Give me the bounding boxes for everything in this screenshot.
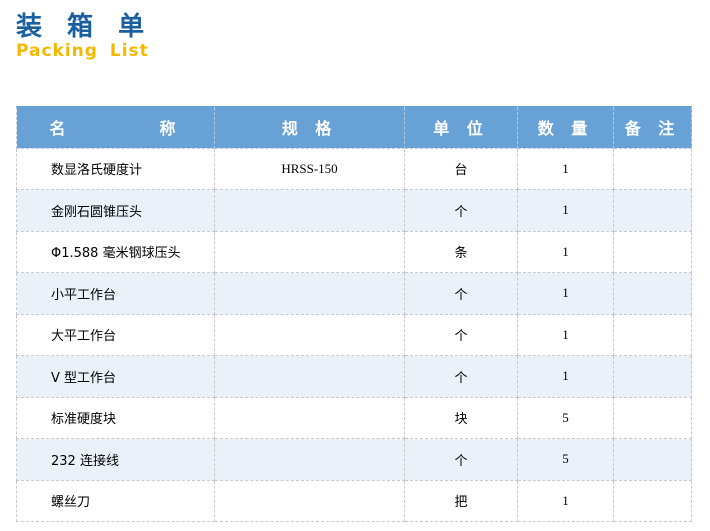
table-row: 小平工作台 个 1 [16, 272, 692, 315]
cell-note [613, 396, 692, 439]
cell-note [613, 355, 692, 398]
packing-list-table: 名 称 规 格 单 位 数 量 备 注 数显洛氏硬度计 HRSS-150 台 1 金刚石… [16, 106, 692, 522]
cell-spec [214, 272, 405, 315]
table-row: 金刚石圆锥压头 个 1 [16, 189, 692, 232]
cell-unit: 个 [404, 313, 518, 356]
column-header-name: 名 称 [16, 106, 215, 149]
cell-note [613, 313, 692, 356]
table-row: 标准硬度块 块 5 [16, 396, 692, 439]
cell-unit: 条 [404, 230, 518, 273]
cell-name: 金刚石圆锥压头 [16, 189, 215, 232]
cell-qty: 1 [517, 355, 614, 398]
cell-qty: 5 [517, 396, 614, 439]
cell-note [613, 479, 692, 522]
cell-name: 232 连接线 [16, 438, 215, 481]
cell-qty: 1 [517, 272, 614, 315]
cell-name: 螺丝刀 [16, 479, 215, 522]
table-row: 数显洛氏硬度计 HRSS-150 台 1 [16, 147, 692, 190]
cell-qty: 1 [517, 189, 614, 232]
cell-unit: 个 [404, 189, 518, 232]
column-header-spec: 规 格 [214, 106, 405, 149]
cell-qty: 5 [517, 438, 614, 481]
cell-unit: 个 [404, 272, 518, 315]
cell-note [613, 438, 692, 481]
cell-spec [214, 189, 405, 232]
cell-unit: 块 [404, 396, 518, 439]
page-subtitle: Packing List [16, 41, 149, 61]
cell-spec [214, 479, 405, 522]
cell-qty: 1 [517, 147, 614, 190]
cell-note [613, 147, 692, 190]
table-row: 螺丝刀 把 1 [16, 479, 692, 522]
cell-name: 小平工作台 [16, 272, 215, 315]
cell-name: V 型工作台 [16, 355, 215, 398]
cell-name: 数显洛氏硬度计 [16, 147, 215, 190]
cell-unit: 个 [404, 355, 518, 398]
cell-qty: 1 [517, 230, 614, 273]
table-row: 大平工作台 个 1 [16, 313, 692, 356]
cell-name: Φ1.588 毫米钢球压头 [16, 230, 215, 273]
cell-unit: 个 [404, 438, 518, 481]
cell-note [613, 230, 692, 273]
cell-spec [214, 396, 405, 439]
cell-name: 大平工作台 [16, 313, 215, 356]
cell-spec [214, 230, 405, 273]
column-header-unit: 单 位 [404, 106, 518, 149]
cell-note [613, 272, 692, 315]
header-row: 名 称 规 格 单 位 数 量 备 注 [16, 106, 692, 149]
cell-spec [214, 438, 405, 481]
cell-unit: 台 [404, 147, 518, 190]
cell-qty: 1 [517, 479, 614, 522]
table-row: V 型工作台 个 1 [16, 355, 692, 398]
column-header-qty: 数 量 [517, 106, 614, 149]
column-header-note: 备 注 [613, 106, 692, 149]
table-row: 232 连接线 个 5 [16, 438, 692, 481]
cell-spec: HRSS-150 [214, 147, 405, 190]
cell-spec [214, 313, 405, 356]
cell-note [613, 189, 692, 232]
cell-unit: 把 [404, 479, 518, 522]
cell-qty: 1 [517, 313, 614, 356]
page-title: 装 箱 单 [16, 12, 153, 42]
table-row: Φ1.588 毫米钢球压头 条 1 [16, 230, 692, 273]
cell-name: 标准硬度块 [16, 396, 215, 439]
cell-spec [214, 355, 405, 398]
